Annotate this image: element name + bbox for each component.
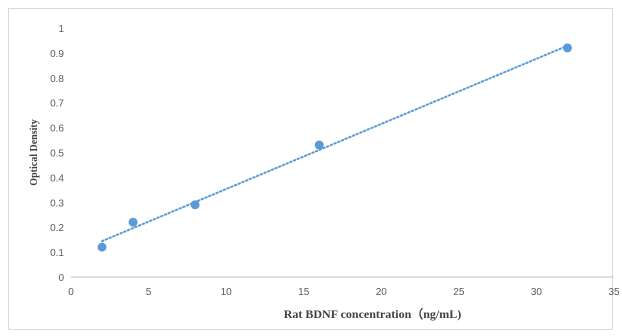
data-points (97, 43, 572, 252)
data-point (314, 140, 324, 150)
y-tick-label: 0.3 (50, 198, 64, 209)
tick-labels: 00.10.20.30.40.50.60.70.80.910 5 10 15 20 25 3… (50, 24, 620, 298)
y-tick-label: 0.7 (50, 99, 64, 110)
x-tick-label: 15 (298, 287, 310, 298)
x-tick-label: 25 (453, 287, 465, 298)
y-tick-label: 0.5 (50, 149, 64, 160)
y-tick-label: 0.1 (50, 248, 64, 259)
y-tick-label: 0.9 (50, 49, 64, 60)
x-tick-label: 20 (376, 287, 388, 298)
x-tick-label: 30 (531, 287, 543, 298)
y-tick-label: 1 (58, 24, 64, 35)
x-tick-label: 5 (146, 287, 152, 298)
y-tick-label: 0.6 (50, 124, 64, 135)
y-tick-label: 0.8 (50, 74, 64, 85)
x-tick-label: 35 (608, 287, 620, 298)
x-tick-label: 0 (68, 287, 74, 298)
x-axis-title: Rat BDNF concentration（ng/mL) (284, 306, 462, 321)
chart-frame (8, 8, 613, 330)
trendline (101, 44, 569, 243)
trendline-layer (101, 44, 569, 243)
y-tick-label: 0 (58, 273, 64, 284)
y-axis-title: Optical Density (29, 119, 40, 185)
data-point (562, 43, 572, 53)
y-tick-label: 0.2 (50, 223, 64, 234)
data-point (128, 217, 138, 227)
data-point (190, 200, 200, 210)
x-tick-label: 10 (221, 287, 233, 298)
y-tick-label: 0.4 (50, 173, 64, 184)
data-point (97, 242, 107, 252)
